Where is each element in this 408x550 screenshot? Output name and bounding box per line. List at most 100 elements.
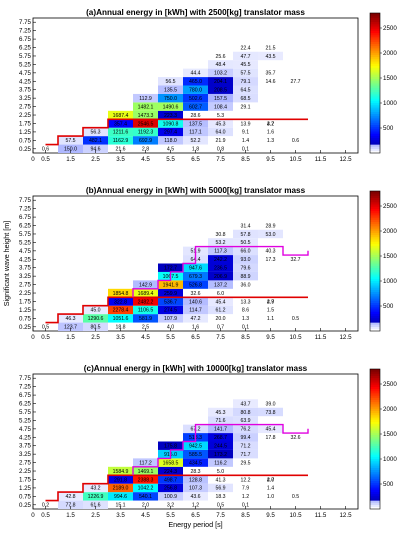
colorbar-tick-label: 1500 [383, 253, 397, 260]
cell-label: 57.5 [240, 71, 250, 77]
cell-label: 28.9 [265, 223, 275, 229]
colorbar-tick-label: 2500 [383, 25, 397, 32]
cell-label: 204.1 [214, 79, 227, 85]
heatmap-cell [183, 85, 208, 94]
cell-label: 43.7 [240, 401, 250, 407]
heatmap-cell [133, 297, 158, 306]
heatmap-cell [183, 263, 208, 272]
colorbar-swatch [370, 80, 380, 84]
colorbar-swatch [370, 265, 380, 268]
cell-label: 107.3 [189, 486, 202, 492]
colorbar-swatch [370, 104, 380, 108]
colorbar-swatch [370, 245, 380, 249]
cell-label: 208.5 [214, 88, 227, 94]
colorbar-swatch [370, 74, 380, 77]
colorbar-swatch [370, 276, 380, 279]
heatmap-cell [83, 492, 108, 501]
colorbar-swatch [370, 193, 380, 196]
y-tick-label: 7.75 [19, 197, 32, 204]
heatmap-cell [58, 492, 83, 501]
heatmap-cell [108, 119, 133, 128]
colorbar-swatch [370, 212, 380, 216]
x-tick-label: 10.5 [289, 512, 302, 519]
colorbar-swatch [370, 30, 380, 34]
colorbar-swatch [370, 463, 380, 466]
colorbar-swatch [370, 324, 380, 328]
colorbar-swatch [370, 386, 380, 390]
colorbar-swatch [370, 282, 380, 286]
colorbar-swatch [370, 423, 380, 427]
y-tick-label: 6.75 [19, 214, 32, 221]
cell-label: 29.1 [240, 104, 250, 110]
cell-label: 1.2 [242, 494, 249, 500]
colorbar-swatch [370, 401, 380, 405]
heatmap-cell [108, 136, 133, 145]
cell-label: 526.8 [189, 282, 202, 288]
heatmap-cell [183, 492, 208, 501]
x-tick-label: 6.5 [191, 156, 200, 163]
heatmap-cell [158, 441, 183, 450]
cell-label: 3.2 [267, 121, 274, 127]
cell-label: 45.4 [265, 427, 275, 433]
x-tick-label: 2.5 [91, 512, 100, 519]
colorbar-swatch [370, 219, 380, 223]
cell-label: 0.7 [217, 325, 224, 331]
cell-label: 502.6 [189, 96, 202, 102]
y-tick-label: 1.25 [19, 485, 32, 492]
colorbar-swatch [370, 215, 380, 218]
colorbar-swatch [370, 221, 380, 225]
cell-label: 14.6 [265, 79, 275, 85]
cell-label: 1090.8 [163, 121, 179, 127]
colorbar-swatch [370, 63, 380, 66]
heatmap-cell [158, 483, 183, 493]
heatmap-cell [158, 119, 183, 128]
colorbar-swatch [370, 258, 380, 262]
cell-label: 39.0 [265, 401, 275, 407]
heatmap-cell [208, 255, 233, 264]
cell-label: 357.4 [114, 121, 127, 127]
colorbar-swatch [370, 98, 380, 101]
cell-label: 1.8 [192, 147, 199, 153]
cell-label: 224.3 [164, 469, 177, 475]
cell-label: 692.9 [139, 138, 152, 144]
cell-label: 236.5 [214, 266, 227, 272]
heatmap-cell [183, 280, 208, 289]
colorbar-swatch [370, 406, 380, 409]
colorbar-swatch [370, 289, 380, 293]
cell-label: 112.9 [139, 96, 152, 102]
heatmap-cell [233, 238, 258, 247]
colorbar-swatch [370, 87, 380, 90]
cell-label: 274.5 [164, 308, 177, 314]
heatmap-cell [258, 424, 283, 434]
cell-label: 140.6 [189, 299, 202, 305]
boundary-line-red [45, 474, 308, 502]
heatmap-cell [83, 500, 108, 509]
x-tick-label: 4.5 [141, 512, 150, 519]
cell-label: 4.5 [167, 147, 174, 153]
cell-label: 498.7 [164, 477, 177, 483]
colorbar-swatch [370, 109, 380, 112]
colorbar-swatch [370, 432, 380, 436]
heatmap-cell [258, 229, 283, 239]
cell-label: 1.6 [267, 130, 274, 136]
colorbar-swatch [370, 506, 380, 510]
cell-label: 0.8 [217, 147, 224, 153]
y-tick-label: 1.25 [19, 307, 32, 314]
x-tick-label: 12.5 [339, 334, 352, 341]
cell-label: 2546.5 [138, 121, 154, 127]
cell-label: 1.1 [267, 316, 274, 322]
colorbar-swatch [370, 111, 380, 115]
cell-label: 5.3 [217, 113, 224, 119]
heatmap-cell [133, 458, 158, 467]
heatmap-cell [108, 483, 133, 493]
colorbar-tick-label: 500 [383, 481, 394, 488]
heatmap-cell [133, 475, 158, 484]
cell-label: 137.2 [214, 282, 227, 288]
cell-label: 79.1 [240, 79, 250, 85]
colorbar-swatch [370, 476, 380, 479]
heatmap-cell [183, 68, 208, 78]
colorbar-swatch [370, 137, 380, 141]
heatmap-cell [133, 305, 158, 315]
colorbar-swatch [370, 278, 380, 282]
